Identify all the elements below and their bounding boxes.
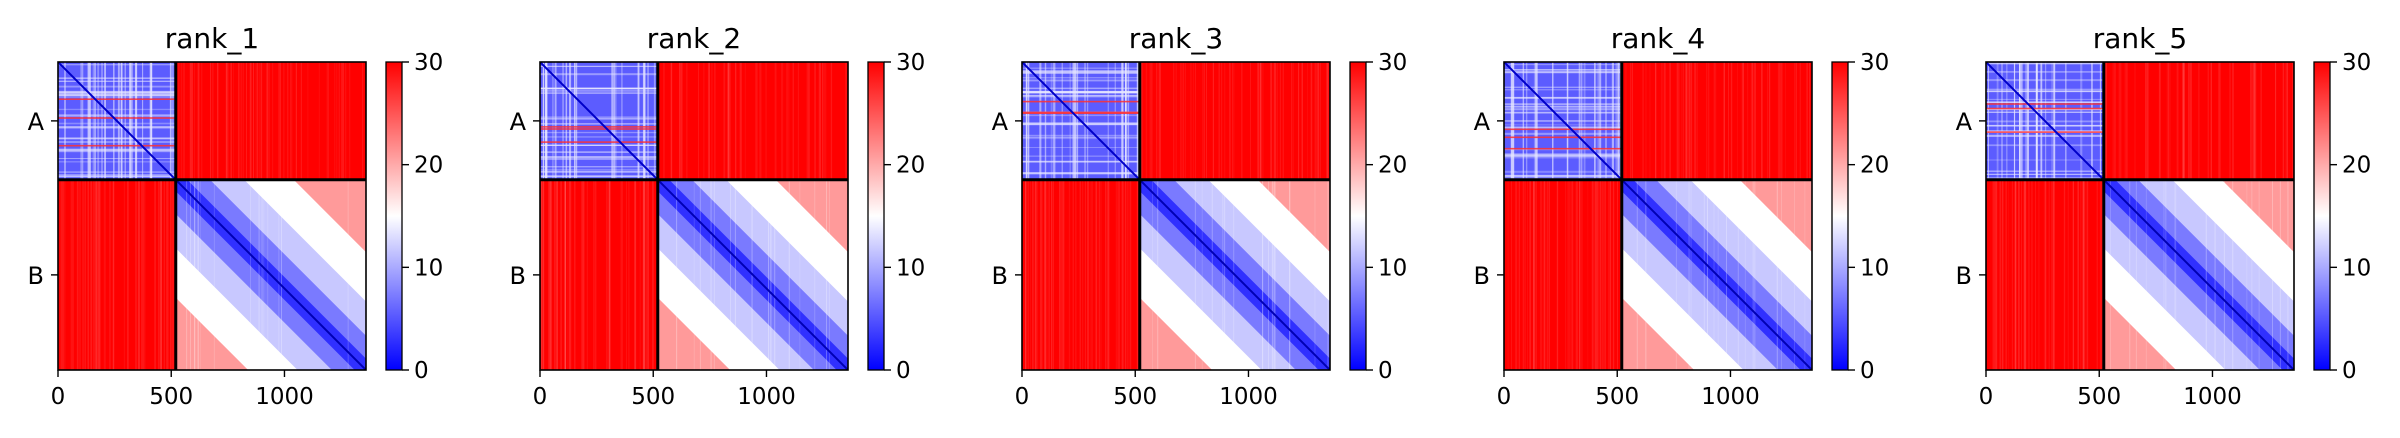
chain-label: B [1474,262,1490,290]
x-tick-label: 1000 [255,384,314,410]
x-tick-label: 1000 [737,384,796,410]
colorbar-tick-label: 0 [1860,358,1875,384]
panel-rank_2: rank_2 A B 0 500 1000 0 10 20 30 [510,22,926,410]
x-tick-label: 500 [149,384,193,410]
colorbar-tick-label: 30 [896,50,925,76]
colorbar-tick-label: 20 [1860,153,1889,179]
x-tick-label: 0 [51,384,66,410]
colorbar-tick-label: 0 [414,358,429,384]
x-tick-label: 1000 [1701,384,1760,410]
heatmap-frame [1503,61,1813,371]
x-tick-label: 0 [533,384,548,410]
chain-label: A [1956,108,1973,136]
colorbar-tick-label: 30 [414,50,443,76]
panel-rank_1: rank_1 A B 0 500 1000 0 10 20 30 [28,22,444,410]
x-tick-label: 500 [1595,384,1639,410]
colorbar-tick-label: 20 [896,153,925,179]
colorbar-tick-label: 30 [1378,50,1407,76]
heatmap-frame [57,61,367,371]
panel-title: rank_3 [1129,22,1223,55]
colorbar-tick-label: 0 [896,358,911,384]
colorbar-tick-label: 10 [2342,255,2371,281]
heatmap-image [540,62,848,370]
heatmap-frame [539,61,849,371]
colorbar [867,61,885,371]
colorbar [385,61,403,371]
colorbar [1831,61,1849,371]
x-tick-label: 1000 [2183,384,2242,410]
chain-label: B [992,262,1008,290]
x-tick-label: 0 [1015,384,1030,410]
x-tick-label: 1000 [1219,384,1278,410]
panel-title: rank_4 [1611,22,1705,55]
colorbar-tick-label: 30 [2342,50,2371,76]
colorbar-tick-label: 10 [414,255,443,281]
panel-rank_5: rank_5 A B 0 500 1000 0 10 20 30 [1956,22,2372,410]
heatmap-image [58,62,366,370]
colorbar-tick-label: 20 [1378,153,1407,179]
chain-label: B [1956,262,1972,290]
panel-rank_4: rank_4 A B 0 500 1000 0 10 20 30 [1474,22,1890,410]
chain-label: B [28,262,44,290]
colorbar-tick-label: 20 [414,153,443,179]
panel-title: rank_2 [647,22,741,55]
heatmap-image [1504,62,1812,370]
panel-title: rank_5 [2093,22,2187,55]
chain-label: A [510,108,527,136]
x-tick-label: 0 [1979,384,1994,410]
heatmap-frame [1985,61,2295,371]
chain-label: A [1474,108,1491,136]
colorbar-tick-label: 10 [896,255,925,281]
colorbar [2313,61,2331,371]
heatmap-image [1986,62,2294,370]
colorbar-tick-label: 0 [2342,358,2357,384]
heatmap-image [1022,62,1330,370]
chain-label: A [992,108,1009,136]
x-tick-label: 500 [2077,384,2121,410]
x-tick-label: 500 [1113,384,1157,410]
heatmap-frame [1021,61,1331,371]
x-tick-label: 0 [1497,384,1512,410]
colorbar-tick-label: 10 [1860,255,1889,281]
chain-label: B [510,262,526,290]
colorbar-tick-label: 20 [2342,153,2371,179]
chain-label: A [28,108,45,136]
panel-title: rank_1 [165,22,259,55]
colorbar [1349,61,1367,371]
colorbar-tick-label: 10 [1378,255,1407,281]
panel-rank_3: rank_3 A B 0 500 1000 0 10 20 30 [992,22,1408,410]
colorbar-tick-label: 0 [1378,358,1393,384]
colorbar-tick-label: 30 [1860,50,1889,76]
x-tick-label: 500 [631,384,675,410]
